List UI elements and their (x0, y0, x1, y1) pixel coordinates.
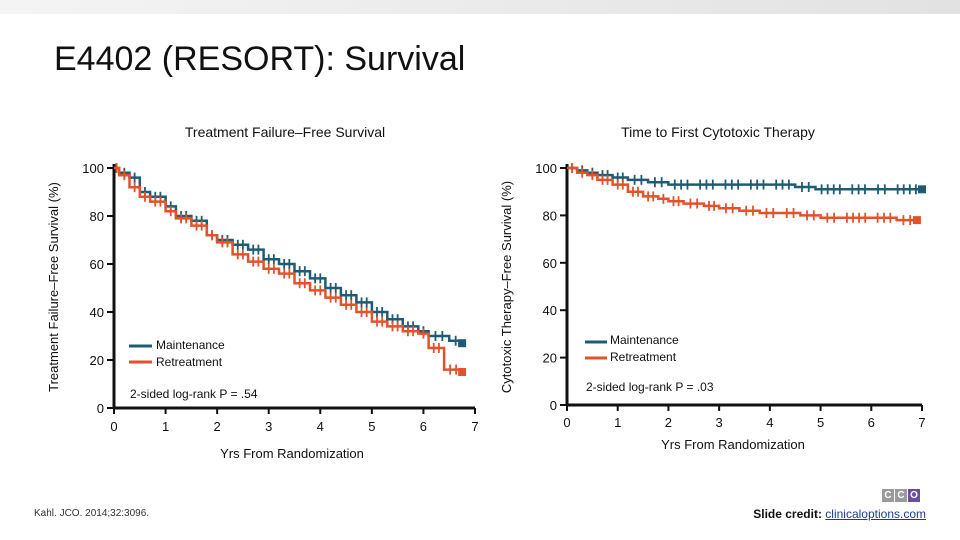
y-tick-label: 20 (90, 353, 104, 368)
cco-logo: C C O (882, 489, 921, 502)
x-tick-label: 7 (918, 415, 925, 430)
x-tick-label: 0 (110, 419, 117, 434)
x-tick-label: 2 (214, 419, 221, 434)
km-curve-maintenance (114, 166, 464, 344)
y-axis-label: Treatment Failure–Free Survival (%) (46, 182, 61, 392)
x-axis-label: Yrs From Randomization (661, 437, 805, 452)
y-tick-label: 0 (550, 398, 557, 413)
x-tick-label: 5 (817, 415, 824, 430)
y-tick-label: 20 (543, 351, 557, 366)
legend-label-retreatment: Retreatment (156, 355, 223, 369)
x-axis-label: Yrs From Randomization (220, 446, 364, 461)
x-tick-label: 4 (766, 415, 773, 430)
y-tick-label: 80 (90, 209, 104, 224)
y-tick-label: 60 (543, 256, 557, 271)
logo-letter: O (908, 489, 920, 502)
x-tick-label: 3 (716, 415, 723, 430)
y-tick-label: 40 (90, 305, 104, 320)
km-curve-maintenance (567, 166, 922, 191)
x-tick-label: 1 (162, 419, 169, 434)
x-tick-label: 4 (317, 419, 324, 434)
credit-label: Slide credit: (753, 507, 822, 521)
legend-label-retreatment: Retreatment (610, 350, 677, 364)
curve-end-marker (458, 339, 467, 348)
y-tick-label: 80 (543, 208, 557, 223)
chart-title: Treatment Failure–Free Survival (185, 124, 385, 140)
curve-end-marker (912, 216, 921, 225)
logo-letter: C (882, 489, 894, 502)
y-tick-label: 40 (543, 303, 557, 318)
y-axis-label: Cytotoxic Therapy–Free Survival (%) (499, 181, 514, 393)
x-tick-label: 5 (368, 419, 375, 434)
x-tick-label: 7 (471, 419, 478, 434)
y-tick-label: 0 (97, 401, 104, 416)
slide-credit: Slide credit: clinicaloptions.com (753, 507, 926, 521)
logrank-annotation: 2-sided log-rank P = .54 (130, 387, 258, 401)
logo-letter: C (895, 489, 907, 502)
x-tick-label: 6 (420, 419, 427, 434)
top-bar (0, 0, 960, 14)
chart-ttfct: Time to First Cytotoxic Therapy Cytotoxi… (499, 124, 815, 452)
curve-end-marker (918, 185, 926, 194)
y-tick-label: 60 (90, 257, 104, 272)
x-tick-label: 2 (665, 415, 672, 430)
x-tick-label: 0 (563, 415, 570, 430)
km-curve-retreatment (567, 166, 917, 222)
y-tick-label: 100 (535, 161, 557, 176)
legend-label-maintenance: Maintenance (610, 333, 679, 347)
x-tick-label: 6 (868, 415, 875, 430)
y-tick-label: 100 (82, 161, 104, 176)
chart-tffs: Treatment Failure–Free Survival Treatmen… (46, 124, 385, 461)
logrank-annotation: 2-sided log-rank P = .03 (586, 380, 714, 394)
x-tick-label: 3 (265, 419, 272, 434)
chart-title: Time to First Cytotoxic Therapy (621, 124, 815, 140)
slide-title: E4402 (RESORT): Survival (54, 40, 466, 78)
legend-label-maintenance: Maintenance (156, 338, 225, 352)
citation: Kahl. JCO. 2014;32:3096. (34, 508, 150, 519)
x-tick-label: 1 (614, 415, 621, 430)
curve-end-marker (458, 368, 467, 376)
credit-link[interactable]: clinicaloptions.com (825, 507, 926, 521)
